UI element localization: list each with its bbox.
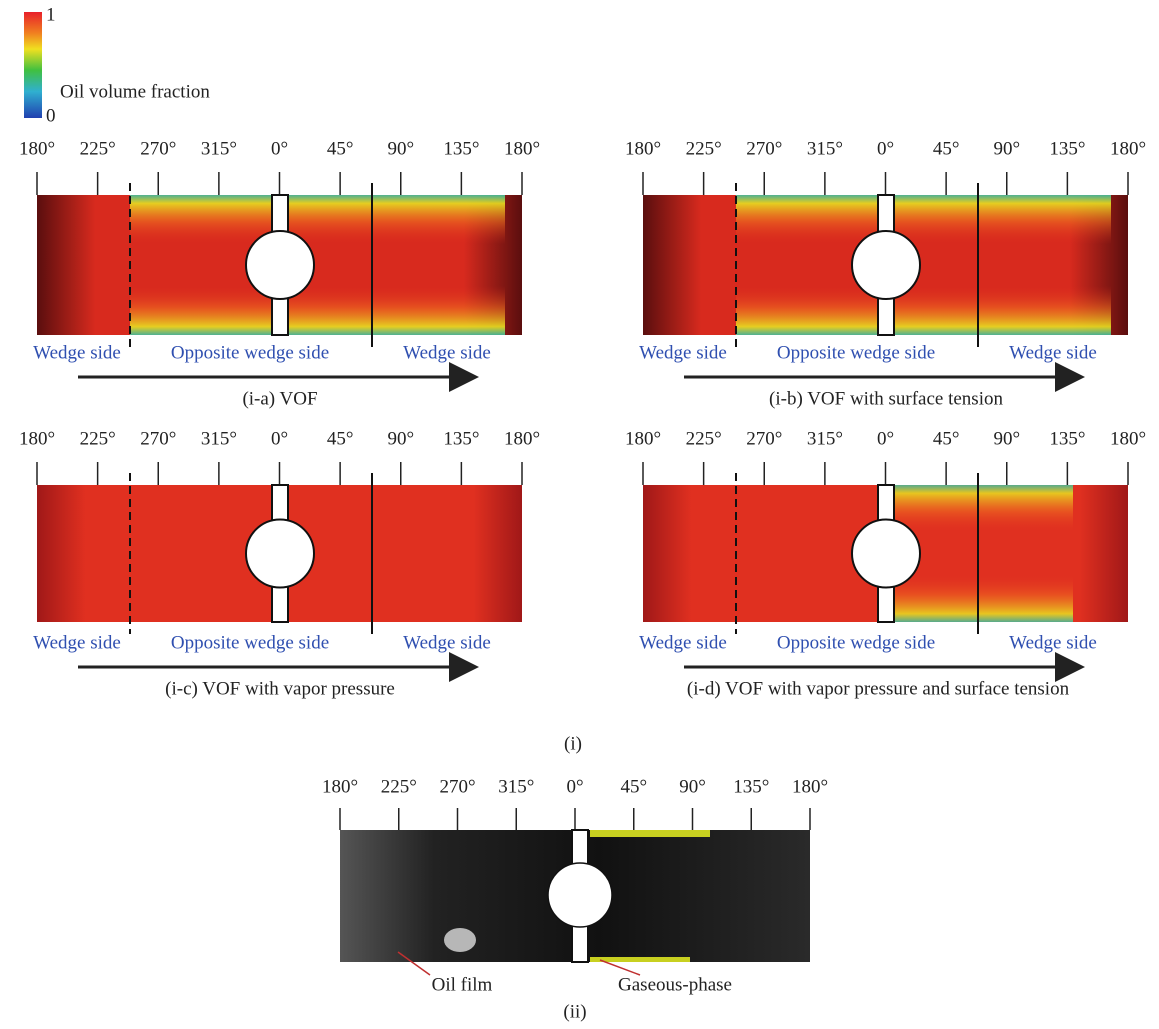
angle-label: 270°	[140, 428, 176, 449]
colorbar-max: 1	[46, 4, 56, 25]
angle-label: 180°	[19, 428, 55, 449]
angle-label: 90°	[993, 138, 1020, 159]
angle-label: 225°	[686, 428, 722, 449]
angle-label: 45°	[933, 138, 960, 159]
angle-label: 45°	[933, 428, 960, 449]
gas-band	[590, 830, 710, 837]
angle-label: 225°	[381, 776, 417, 797]
colorbar	[24, 12, 42, 118]
colorbar-min: 0	[46, 105, 56, 126]
angle-label: 135°	[1049, 138, 1085, 159]
panel-caption: (i-b) VOF with surface tension	[769, 388, 1003, 409]
side-label: Wedge side	[639, 632, 727, 653]
angle-label: 45°	[620, 776, 647, 797]
annotation: Gaseous-phase	[618, 974, 732, 995]
angle-label: 0°	[877, 138, 894, 159]
feed-hole	[245, 518, 315, 589]
angle-label: 270°	[746, 138, 782, 159]
side-label: Opposite wedge side	[777, 632, 935, 653]
feed-hole	[245, 230, 315, 300]
oil-film	[444, 928, 476, 952]
angle-label: 135°	[443, 428, 479, 449]
angle-label: 135°	[443, 138, 479, 159]
feed-hole	[547, 862, 613, 928]
side-label: Wedge side	[1009, 342, 1097, 363]
feed-hole	[851, 230, 921, 300]
angle-label: 90°	[387, 428, 414, 449]
angle-label: 180°	[504, 138, 540, 159]
angle-label: 315°	[807, 138, 843, 159]
angle-label: 270°	[439, 776, 475, 797]
panel-caption: (ii)	[563, 1001, 586, 1022]
angle-label: 180°	[792, 776, 828, 797]
angle-label: 180°	[322, 776, 358, 797]
angle-label: 315°	[201, 428, 237, 449]
side-label: Opposite wedge side	[171, 632, 329, 653]
side-label: Wedge side	[33, 632, 121, 653]
group-label: (i)	[564, 733, 582, 754]
angle-label: 225°	[80, 138, 116, 159]
angle-label: 135°	[1049, 428, 1085, 449]
angle-label: 90°	[679, 776, 706, 797]
angle-label: 270°	[746, 428, 782, 449]
gas-band	[590, 957, 690, 962]
interface-band	[736, 195, 1111, 335]
panel-caption: (i-d) VOF with vapor pressure and surfac…	[687, 678, 1070, 699]
interface-band	[130, 195, 505, 335]
angle-label: 315°	[201, 138, 237, 159]
leader	[599, 959, 641, 976]
leader	[397, 951, 431, 976]
angle-label: 315°	[498, 776, 534, 797]
angle-label: 0°	[271, 138, 288, 159]
interface-band	[893, 485, 1073, 622]
angle-label: 180°	[625, 428, 661, 449]
angle-label: 135°	[733, 776, 769, 797]
panel-caption: (i-a) VOF	[242, 388, 317, 409]
angle-label: 180°	[19, 138, 55, 159]
angle-label: 270°	[140, 138, 176, 159]
angle-label: 0°	[877, 428, 894, 449]
angle-label: 90°	[993, 428, 1020, 449]
angle-label: 180°	[504, 428, 540, 449]
angle-label: 180°	[1110, 428, 1146, 449]
angle-label: 225°	[686, 138, 722, 159]
angle-label: 225°	[80, 428, 116, 449]
panel-caption: (i-c) VOF with vapor pressure	[165, 678, 395, 699]
angle-label: 315°	[807, 428, 843, 449]
angle-label: 45°	[327, 428, 354, 449]
side-label: Wedge side	[1009, 632, 1097, 653]
side-label: Opposite wedge side	[171, 342, 329, 363]
angle-label: 180°	[1110, 138, 1146, 159]
angle-label: 0°	[271, 428, 288, 449]
side-label: Wedge side	[639, 342, 727, 363]
side-label: Opposite wedge side	[777, 342, 935, 363]
angle-label: 90°	[387, 138, 414, 159]
angle-label: 45°	[327, 138, 354, 159]
feed-hole	[851, 518, 921, 589]
angle-label: 180°	[625, 138, 661, 159]
side-label: Wedge side	[403, 342, 491, 363]
colorbar-label: Oil volume fraction	[60, 81, 210, 102]
side-label: Wedge side	[33, 342, 121, 363]
side-label: Wedge side	[403, 632, 491, 653]
annotation: Oil film	[432, 974, 493, 995]
angle-label: 0°	[566, 776, 583, 797]
